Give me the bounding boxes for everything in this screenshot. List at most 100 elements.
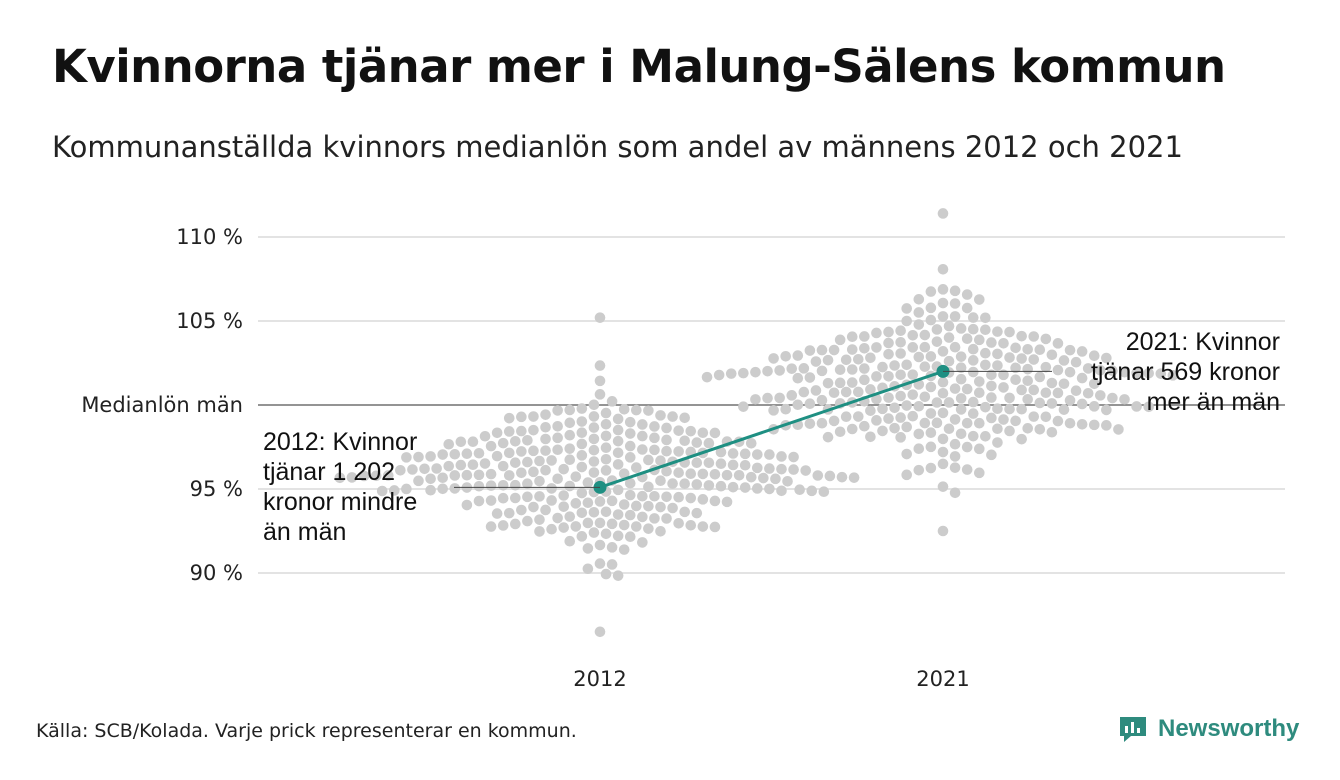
municipality-dot [503, 507, 515, 519]
municipality-dot [612, 424, 624, 436]
municipality-dot [919, 341, 931, 353]
municipality-dot [685, 468, 697, 480]
municipality-dot [925, 427, 937, 439]
municipality-dot [1070, 356, 1082, 368]
municipality-dot [1034, 344, 1046, 355]
municipality-dot [467, 436, 479, 448]
municipality-dot [895, 325, 906, 337]
municipality-dot [407, 464, 418, 475]
municipality-dot [540, 504, 551, 516]
municipality-dot [980, 324, 991, 336]
municipality-dot [925, 441, 937, 453]
municipality-dot [883, 348, 894, 360]
municipality-dot [618, 404, 630, 415]
municipality-dot [576, 450, 588, 461]
municipality-dot [461, 448, 473, 460]
municipality-dot [1040, 361, 1052, 373]
axis-labels: 90 % 95 % Medianlön män 105 % 110 % 2012 2021 [81, 225, 969, 691]
municipality-dot [485, 440, 497, 452]
municipality-dot [612, 435, 624, 447]
municipality-dot [739, 448, 751, 460]
municipality-dot [967, 366, 979, 378]
municipality-dot [401, 483, 412, 495]
municipality-dot [673, 467, 684, 478]
municipality-dot [853, 411, 864, 422]
municipality-dot [846, 364, 858, 375]
municipality-dot [685, 519, 697, 531]
municipality-dot [834, 426, 846, 438]
municipality-dot [576, 416, 588, 427]
municipality-dot [943, 397, 955, 408]
municipality-dot [655, 475, 666, 487]
municipality-dot [594, 517, 606, 529]
municipality-dot [594, 539, 606, 551]
municipality-dot [667, 478, 678, 489]
municipality-dot [709, 495, 721, 507]
municipality-dot [600, 430, 612, 442]
municipality-dot [919, 391, 931, 403]
municipality-dot [661, 434, 672, 446]
municipality-dot [564, 443, 576, 454]
municipality-dot [967, 312, 979, 323]
municipality-dot [497, 437, 509, 449]
municipality-dot [788, 451, 799, 463]
municipality-dot [1131, 367, 1142, 379]
municipality-dot [624, 416, 636, 428]
municipality-dot [816, 394, 828, 406]
municipality-dot [913, 443, 925, 455]
municipality-dot [925, 381, 937, 393]
municipality-dot [703, 437, 715, 449]
municipality-dot [570, 521, 582, 532]
municipality-dot [961, 464, 973, 475]
municipality-dot [546, 455, 557, 466]
municipality-dot [931, 336, 943, 347]
municipality-dot [649, 490, 660, 502]
municipality-dot [786, 363, 798, 374]
municipality-dot [1022, 363, 1033, 375]
municipality-dot [834, 364, 846, 376]
municipality-dot [643, 500, 654, 512]
municipality-dot [846, 423, 858, 435]
y-tick-label: 90 % [190, 561, 243, 585]
municipality-dot [901, 421, 912, 433]
municipality-dot [667, 502, 678, 514]
municipality-dot [437, 449, 449, 460]
municipality-dot [425, 451, 436, 462]
municipality-dot [564, 535, 576, 547]
municipality-dot [673, 425, 684, 436]
municipality-dot [576, 427, 588, 439]
municipality-dot [931, 324, 943, 335]
municipality-dot [528, 445, 539, 457]
municipality-dot [540, 433, 551, 445]
municipality-dot [667, 411, 678, 422]
municipality-dot [949, 383, 961, 394]
municipality-dot [673, 446, 684, 457]
municipality-dot [992, 360, 1003, 371]
municipality-dot [582, 517, 594, 529]
municipality-dot [661, 422, 672, 434]
municipality-dot [750, 366, 761, 378]
municipality-dot [697, 468, 709, 480]
municipality-dot [871, 342, 882, 353]
municipality-dot [739, 482, 751, 493]
brand-name: Newsworthy [1158, 715, 1300, 742]
annotation-2012-line: än män [263, 518, 346, 546]
municipality-dot [1088, 350, 1100, 362]
municipality-dot [594, 389, 606, 400]
municipality-dot [522, 491, 533, 503]
municipality-dot [479, 430, 491, 442]
municipality-dot [1034, 371, 1046, 383]
municipality-dot [889, 360, 900, 371]
municipality-dot [534, 514, 545, 525]
municipality-dot [497, 492, 509, 504]
municipality-dot [907, 369, 919, 380]
municipality-dot [794, 484, 805, 496]
municipality-dot [758, 472, 769, 484]
municipality-dot [600, 568, 612, 580]
municipality-dot [1076, 398, 1088, 410]
municipality-dot [998, 382, 1009, 393]
municipality-dot [576, 461, 588, 473]
municipality-dot [546, 483, 557, 494]
municipality-dot [637, 430, 648, 442]
municipality-dot [810, 356, 822, 367]
